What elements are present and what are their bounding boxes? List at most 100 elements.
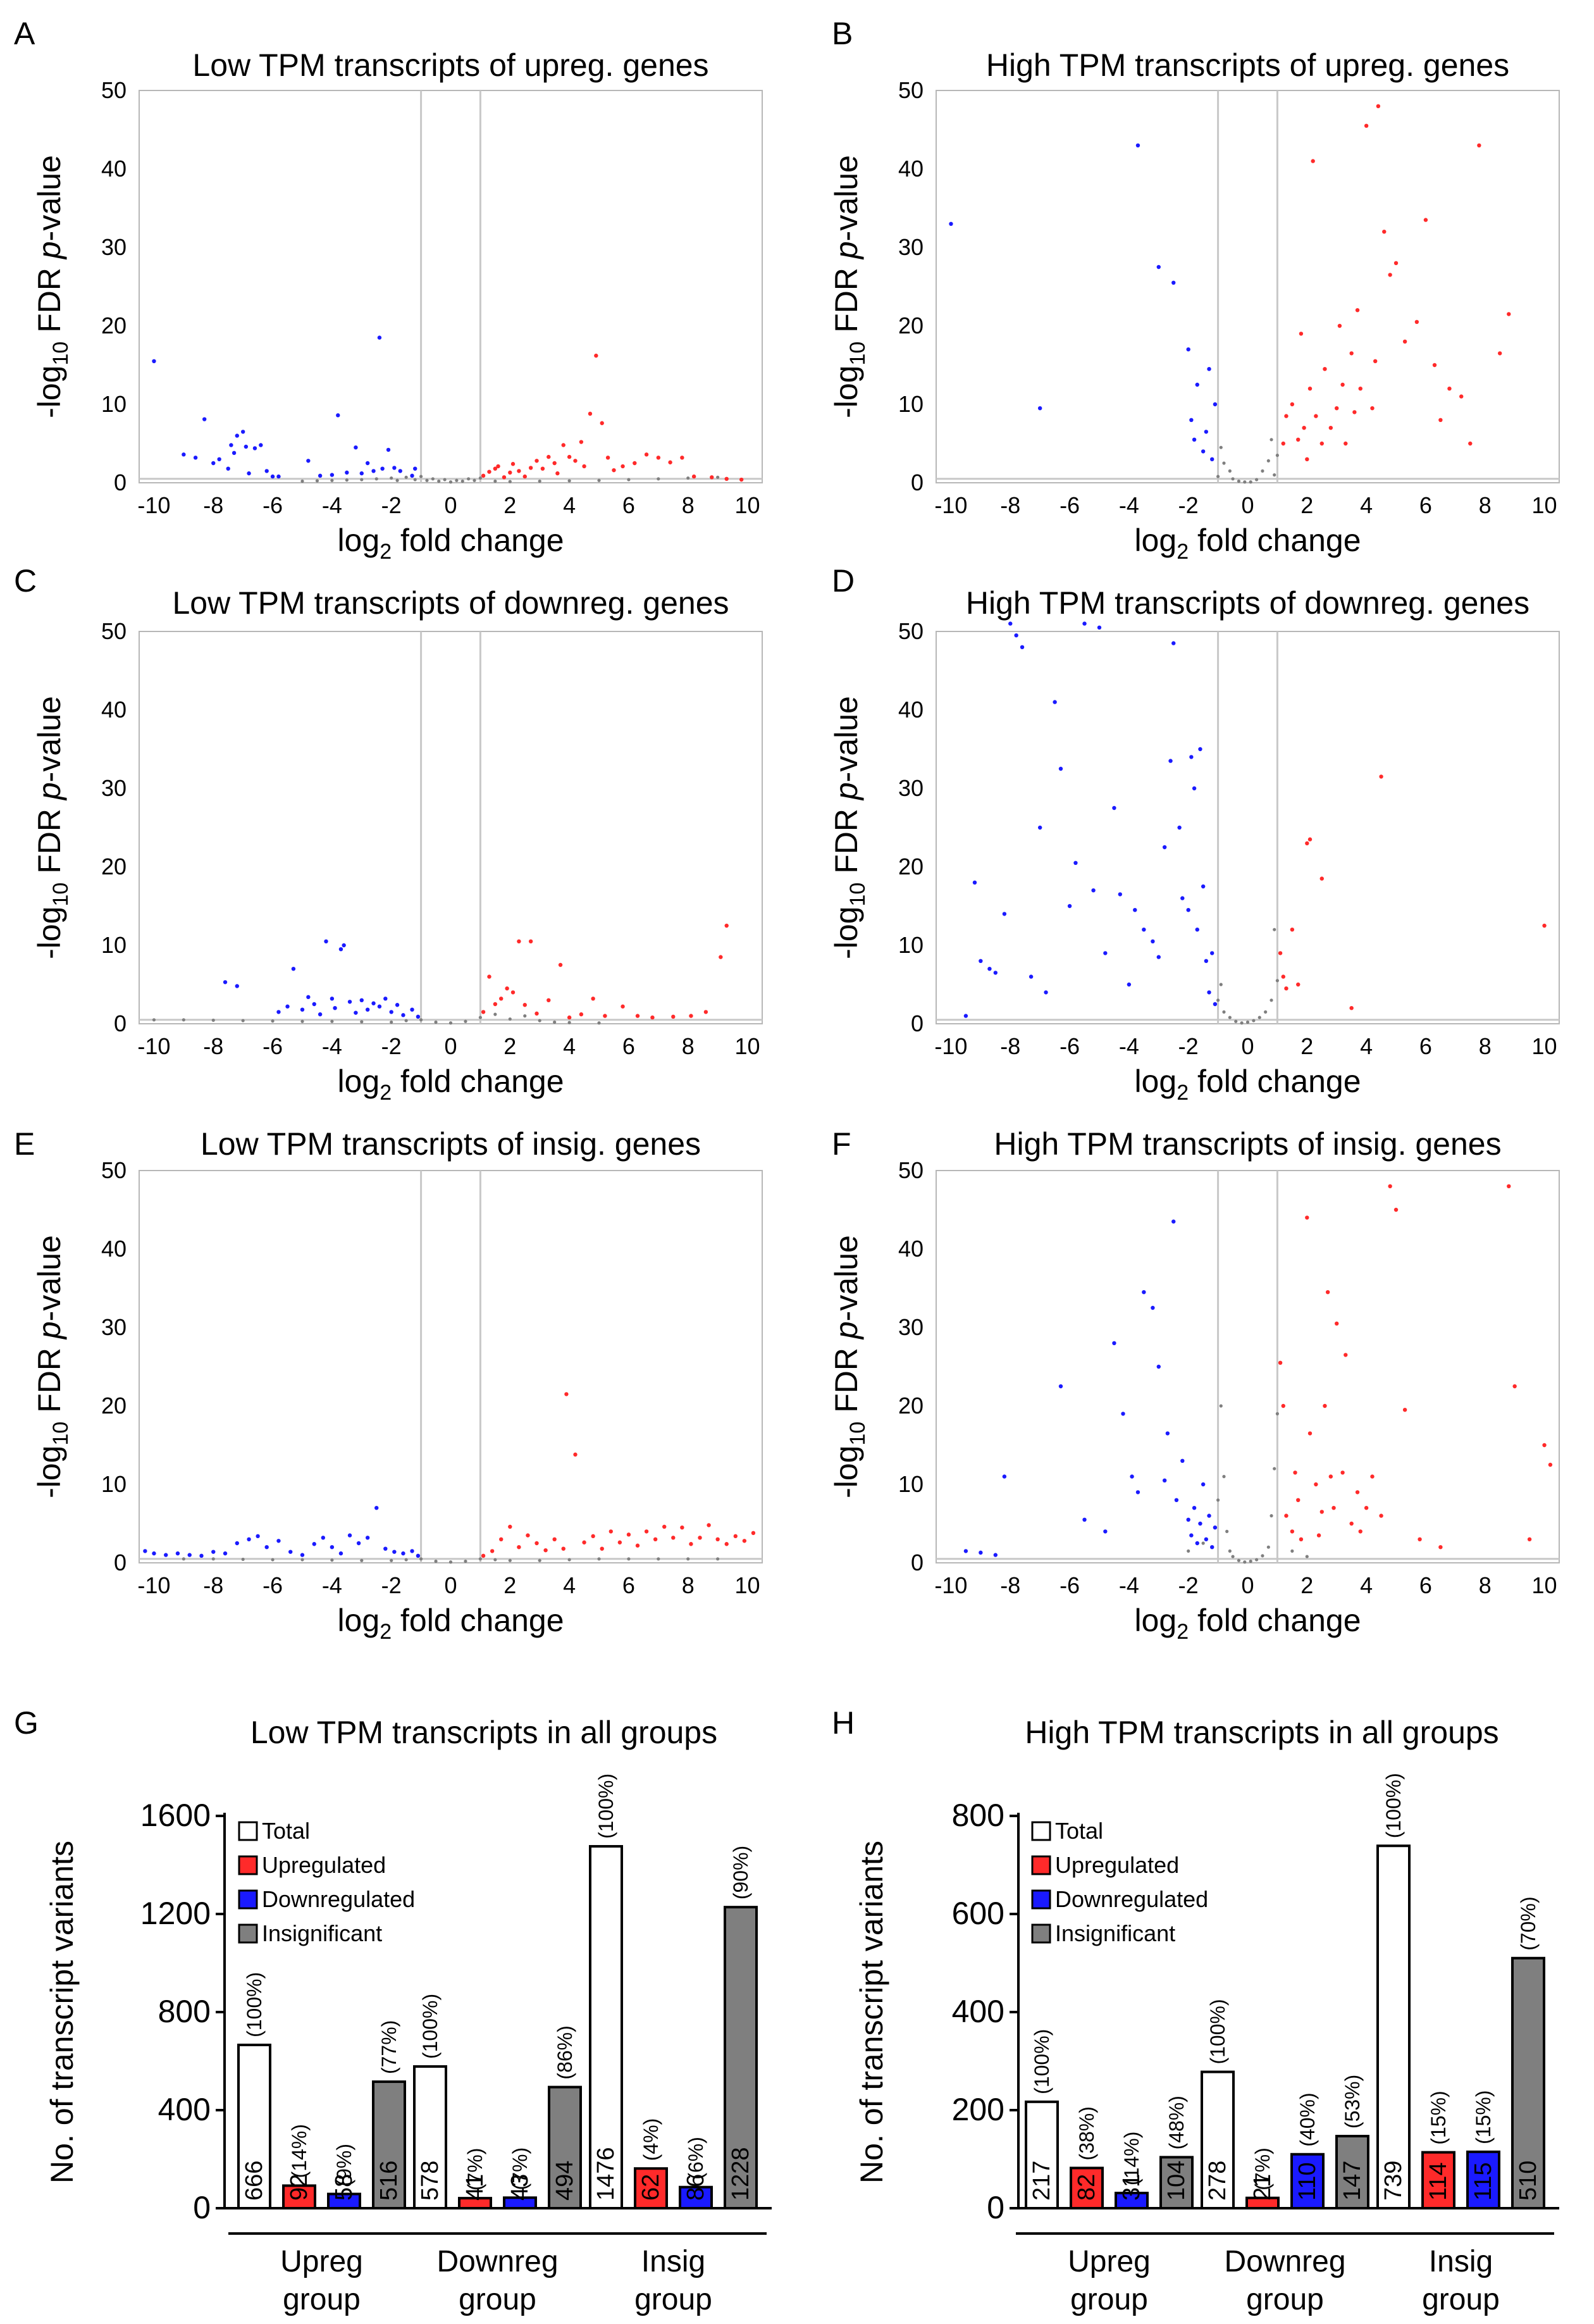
downregulated-point (359, 998, 364, 1003)
upregulated-point (1296, 437, 1301, 442)
upregulated-point (502, 475, 507, 480)
y-tick-label: 0 (911, 1010, 924, 1036)
x-tick-label: 8 (682, 1572, 695, 1598)
value-label: 578 (417, 2161, 443, 2201)
insignificant-point (1270, 998, 1273, 1002)
percent-label: (14%) (288, 2124, 311, 2178)
x-tick-label: 10 (1532, 492, 1557, 518)
upregulated-point (1284, 414, 1288, 418)
downregulated-point (1044, 990, 1048, 995)
y-axis-label-part: p (32, 1321, 67, 1340)
insignificant-point (330, 1019, 334, 1023)
insignificant-point (627, 1557, 631, 1561)
insignificant-point (464, 1019, 467, 1023)
insignificant-point (241, 1019, 245, 1022)
value-label: 739 (1380, 2161, 1407, 2201)
downregulated-point (1127, 982, 1132, 987)
x-tick-label: 8 (682, 1033, 695, 1059)
downregulated-point (392, 1550, 397, 1554)
group-label-line: Downreg (1224, 2245, 1345, 2278)
insignificant-point (464, 1559, 467, 1563)
y-axis-label: -log10 FDR p-value (32, 1235, 73, 1498)
upregulated-point (508, 470, 512, 475)
y-tick-label: 0 (911, 1550, 924, 1575)
insignificant-point (1240, 1021, 1244, 1025)
upregulated-point (1349, 1006, 1354, 1010)
x-axis-label-part: log (1134, 1064, 1177, 1099)
x-tick-label: -8 (1000, 1572, 1020, 1598)
percent-label: (100%) (1382, 1773, 1405, 1838)
value-label: 516 (376, 2161, 402, 2201)
downregulated-point (202, 417, 207, 421)
upregulated-point (594, 353, 598, 358)
insignificant-point (300, 1019, 304, 1023)
x-tick-label: -4 (1119, 492, 1139, 518)
group-label-line: Insig (1429, 2245, 1493, 2278)
downregulated-point (1186, 908, 1190, 912)
upregulated-point (742, 1539, 747, 1543)
insignificant-point (478, 1557, 483, 1561)
x-tick-label: 8 (1479, 1572, 1492, 1598)
insignificant-point (1261, 469, 1264, 473)
upregulated-point (481, 1010, 486, 1014)
downregulated-point (1201, 884, 1206, 889)
upregulated-point (612, 468, 616, 473)
upregulated-point (1438, 418, 1443, 422)
upregulated-point (1370, 1474, 1375, 1479)
upregulated-bar (282, 2184, 316, 2210)
y-tick-label: 20 (898, 313, 924, 339)
y-axis-label-sub: 10 (846, 342, 870, 366)
insignificant-point (1231, 477, 1235, 481)
upregulated-point (534, 1541, 539, 1546)
upregulated-point (671, 1536, 676, 1540)
upregulated-point (653, 1537, 658, 1541)
downregulated-point (1213, 402, 1218, 407)
upregulated-point (1307, 837, 1313, 842)
upregulated-point (1290, 928, 1295, 932)
downregulated-point (1180, 1458, 1185, 1463)
total-bar (237, 2043, 271, 2210)
downregulated-point (318, 473, 323, 478)
upregulated-point (751, 1531, 756, 1536)
y-axis-label-part: p (829, 782, 864, 801)
insignificant-point (597, 478, 601, 482)
downregulated-point (1091, 888, 1096, 893)
percent-label: (4%) (639, 2118, 662, 2161)
y-tick-label: 30 (898, 1314, 924, 1340)
x-tick-label: -6 (1060, 1572, 1080, 1598)
group-label: Insig group (1422, 2245, 1500, 2316)
x-tick-label: -4 (322, 1572, 342, 1598)
downregulated-point (1195, 1541, 1199, 1546)
y-axis-label-part: -value (32, 696, 67, 782)
x-tick-label: 6 (1419, 1033, 1432, 1059)
downregulated-point (1082, 1517, 1087, 1522)
x-axis-label: log2 fold change (337, 523, 564, 564)
x-axis-label-part: fold change (392, 523, 564, 558)
y-axis-label-part: FDR (829, 259, 864, 342)
upregulated-point (496, 464, 500, 469)
upregulated-point (671, 1014, 676, 1019)
insignificant-point (1266, 459, 1270, 463)
x-axis-label-part: log (1134, 1603, 1177, 1638)
y-tick-label: 30 (101, 1314, 127, 1340)
upregulated-point (591, 997, 595, 1001)
insignificant-bar (372, 2080, 406, 2210)
insignificant-point (300, 1558, 304, 1562)
panel-letter: D (832, 563, 855, 599)
value-label: 31 (1118, 2174, 1145, 2201)
insignificant-point (1222, 1010, 1226, 1014)
downregulated-point (264, 1545, 269, 1550)
downregulated-point (416, 1553, 421, 1558)
y-axis-label-sub: 10 (49, 342, 73, 366)
upregulated-point (508, 1524, 512, 1529)
chart-title: Low TPM transcripts in all groups (250, 1715, 717, 1750)
x-tick-label: 6 (1419, 1572, 1432, 1598)
downregulated-point (1207, 990, 1211, 995)
y-axis-label-part: -value (829, 1235, 864, 1321)
x-tick-label: -4 (322, 492, 342, 518)
downregulated-point (1121, 1412, 1125, 1416)
x-tick-label: -2 (1178, 1572, 1199, 1598)
downregulated-point (1082, 621, 1087, 626)
upregulated-point (633, 461, 637, 466)
legend-swatch (238, 1923, 258, 1944)
